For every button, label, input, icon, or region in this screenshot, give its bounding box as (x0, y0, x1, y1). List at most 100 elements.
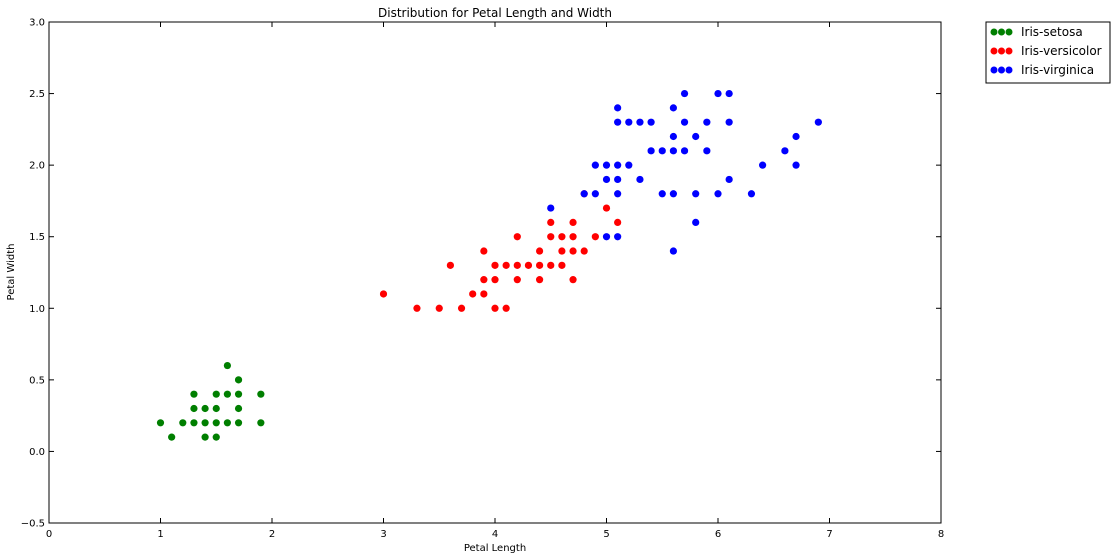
chart-title: Distribution for Petal Length and Width (378, 6, 612, 20)
data-point (647, 147, 655, 155)
data-point (703, 118, 711, 126)
data-point (223, 419, 231, 427)
legend-label: Iris-versicolor (1021, 44, 1102, 58)
y-tick-label: 3.0 (29, 18, 45, 29)
data-point (379, 290, 388, 298)
data-point (602, 204, 611, 212)
data-point (747, 190, 756, 198)
data-point (714, 89, 722, 98)
legend-item: Iris-virginica (990, 63, 1094, 77)
data-point (469, 290, 477, 298)
data-point (703, 147, 711, 155)
data-point (602, 233, 611, 241)
data-point (513, 276, 521, 284)
data-point (257, 390, 265, 398)
x-tick-label: 4 (492, 529, 498, 540)
data-point (190, 390, 198, 398)
data-point (156, 419, 165, 427)
data-point (234, 390, 243, 398)
legend-marker (998, 66, 1005, 74)
axis-ticks: 0 1 2 3 4 5 6 7 8 −0.5 0.0 0.5 1.0 1.5 2.0 2.5 3.0 (21, 18, 944, 541)
data-point (569, 247, 577, 255)
data-point (558, 261, 566, 269)
data-point (257, 419, 265, 427)
data-point (491, 304, 499, 312)
data-point (435, 304, 443, 312)
x-axis-label: Petal Length (464, 543, 526, 554)
data-point (725, 89, 733, 98)
data-point (792, 132, 800, 141)
data-point (692, 218, 700, 226)
x-tick-label: 2 (269, 529, 275, 540)
legend-marker (1005, 28, 1013, 36)
data-point (614, 218, 622, 226)
data-point (580, 190, 588, 198)
data-point (680, 147, 689, 155)
data-point (201, 433, 209, 441)
data-point (614, 104, 622, 112)
data-point (625, 118, 633, 126)
data-point (636, 175, 644, 184)
data-point (234, 419, 243, 427)
data-point (725, 175, 733, 184)
data-point (625, 161, 633, 169)
data-point (792, 161, 800, 169)
data-point (234, 404, 243, 413)
y-tick-label: 1.5 (29, 232, 45, 243)
legend: Iris-setosa Iris-versicolor Iris-virginica (985, 21, 1111, 84)
data-point (558, 233, 566, 241)
x-tick-label: 1 (157, 529, 163, 540)
plot-frame (48, 21, 942, 524)
data-point (759, 161, 767, 169)
data-point (614, 175, 622, 184)
data-point (223, 390, 231, 398)
y-tick-label: 2.0 (29, 161, 45, 172)
x-tick-label: 7 (826, 529, 832, 540)
data-point (547, 261, 555, 269)
data-point (680, 89, 689, 98)
data-point (636, 118, 644, 126)
legend-item: Iris-setosa (990, 25, 1083, 39)
data-point (680, 118, 689, 126)
data-point (502, 304, 510, 312)
data-point (669, 190, 678, 198)
data-point (602, 175, 611, 184)
data-point (413, 304, 421, 312)
data-point (524, 261, 533, 269)
y-tick-label: 0.0 (29, 447, 45, 458)
data-point (179, 419, 187, 427)
data-point (190, 419, 198, 427)
plot-area (156, 89, 822, 441)
legend-marker (998, 28, 1005, 36)
data-point (714, 190, 722, 198)
data-point (201, 404, 209, 413)
data-point (212, 433, 220, 441)
data-point (614, 233, 622, 241)
data-point (591, 190, 599, 198)
y-tick-label: 0.5 (29, 375, 45, 386)
legend-marker (990, 47, 998, 55)
data-point (614, 118, 622, 126)
data-point (547, 233, 555, 241)
series-iris-versicolor (379, 190, 622, 312)
data-point (480, 276, 488, 284)
data-point (190, 404, 198, 413)
legend-item: Iris-versicolor (990, 44, 1102, 58)
data-point (614, 161, 622, 169)
y-axis-label: Petal Width (6, 244, 17, 301)
x-tick-label: 0 (46, 529, 52, 540)
data-point (814, 118, 822, 126)
data-point (781, 147, 789, 155)
data-point (580, 247, 588, 255)
legend-label: Iris-virginica (1021, 63, 1094, 77)
data-point (558, 247, 566, 255)
data-point (212, 419, 220, 427)
data-point (547, 218, 555, 226)
data-point (446, 261, 454, 269)
y-tick-label: 1.0 (29, 304, 45, 315)
y-tick-label: 2.5 (29, 89, 45, 100)
data-point (591, 233, 599, 241)
data-point (647, 118, 655, 126)
data-point (591, 161, 599, 169)
